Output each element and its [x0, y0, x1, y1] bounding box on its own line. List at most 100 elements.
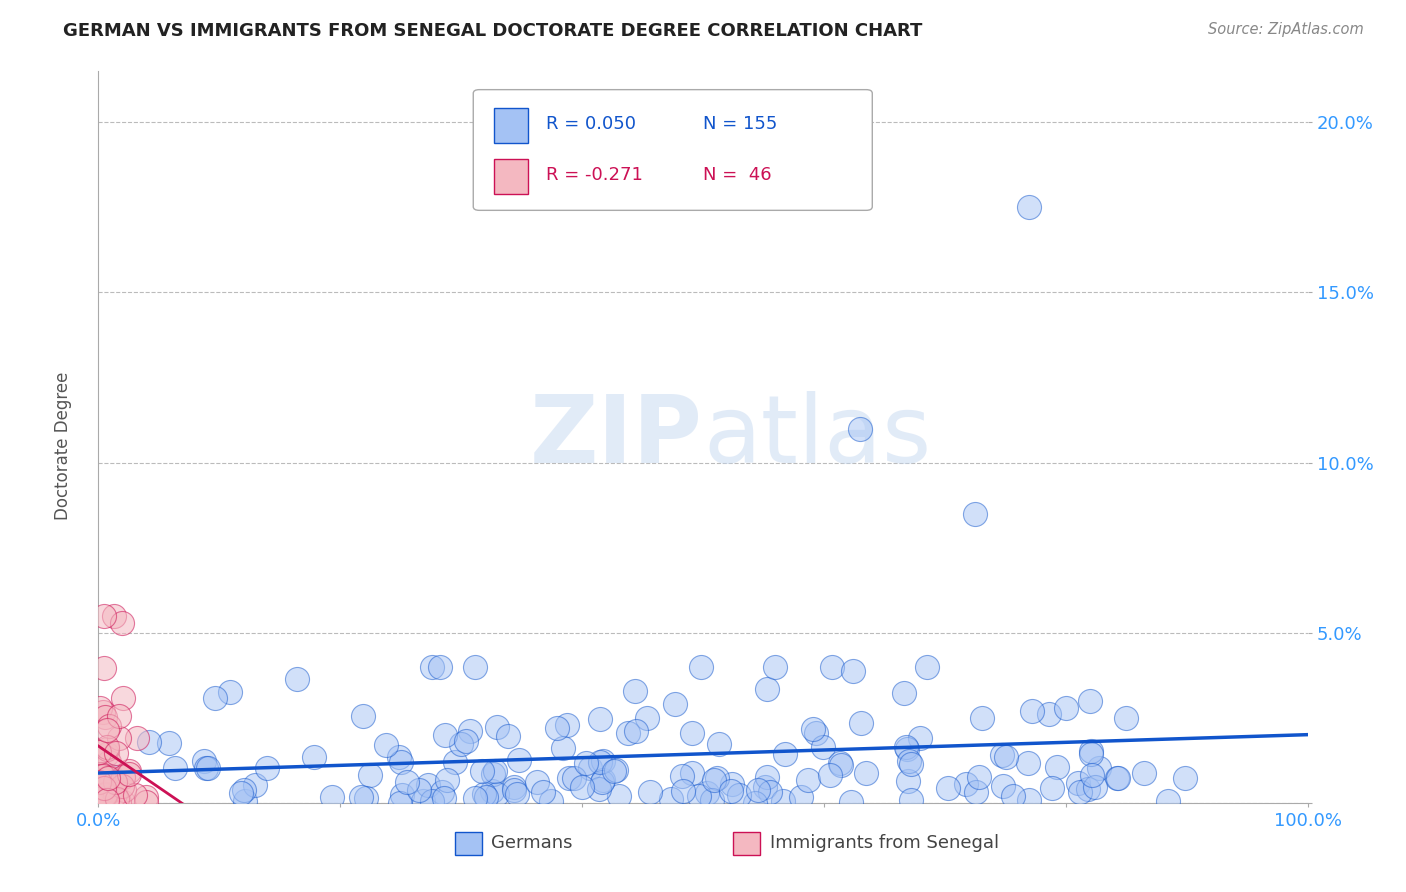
Point	[321, 789, 343, 804]
Point	[1002, 789, 1025, 804]
Point	[87, 746, 110, 760]
Point	[900, 793, 922, 807]
Point	[456, 734, 478, 748]
Point	[562, 771, 585, 785]
Point	[759, 785, 782, 799]
Point	[243, 779, 266, 793]
Point	[100, 771, 122, 785]
Point	[671, 769, 693, 783]
Point	[91, 793, 114, 807]
Point	[138, 735, 160, 749]
Point	[1174, 772, 1197, 786]
Point	[588, 781, 610, 796]
Text: N = 155: N = 155	[703, 115, 778, 133]
Point	[90, 767, 112, 781]
Point	[96, 740, 118, 755]
Point	[163, 761, 186, 775]
Point	[772, 794, 794, 808]
Point	[94, 788, 117, 802]
Point	[430, 785, 453, 799]
Point	[855, 766, 877, 780]
Point	[897, 754, 920, 768]
Point	[754, 780, 776, 794]
Point	[432, 790, 454, 805]
Point	[1084, 780, 1107, 795]
Point	[551, 741, 574, 756]
Point	[638, 785, 661, 799]
Point	[416, 778, 439, 792]
Point	[389, 755, 412, 769]
Point	[540, 794, 562, 808]
Point	[526, 775, 548, 789]
Point	[89, 700, 111, 714]
Point	[389, 796, 412, 810]
Text: atlas: atlas	[703, 391, 931, 483]
Point	[91, 705, 114, 719]
Point	[821, 659, 844, 673]
Point	[108, 709, 131, 723]
Point	[1069, 785, 1091, 799]
Point	[231, 786, 253, 800]
Point	[408, 783, 430, 797]
Point	[93, 608, 115, 623]
Point	[849, 716, 872, 731]
Point	[1081, 768, 1104, 782]
Point	[557, 717, 579, 731]
Point	[103, 608, 125, 623]
Point	[818, 768, 841, 782]
Point	[591, 775, 613, 789]
FancyBboxPatch shape	[494, 108, 527, 143]
Point	[458, 724, 481, 739]
Point	[801, 722, 824, 736]
Point	[828, 756, 851, 771]
Point	[624, 724, 647, 739]
Point	[1115, 711, 1137, 725]
Point	[1046, 759, 1069, 773]
Point	[412, 794, 434, 808]
FancyBboxPatch shape	[494, 159, 527, 194]
Point	[972, 711, 994, 725]
Point	[471, 764, 494, 778]
Point	[624, 684, 647, 698]
Point	[434, 728, 457, 742]
Point	[108, 796, 131, 810]
Point	[664, 697, 686, 711]
Point	[94, 788, 117, 802]
Point	[721, 777, 744, 791]
Point	[900, 757, 922, 772]
Point	[681, 765, 703, 780]
Point	[706, 771, 728, 785]
Point	[589, 755, 612, 769]
Point	[89, 775, 111, 789]
Point	[609, 789, 631, 803]
Point	[756, 770, 779, 784]
Point	[579, 761, 602, 775]
Text: N =  46: N = 46	[703, 166, 772, 185]
Point	[486, 720, 509, 734]
Text: Doctorate Degree: Doctorate Degree	[55, 372, 72, 520]
Point	[720, 783, 742, 797]
Point	[690, 659, 713, 673]
Point	[436, 773, 458, 788]
Point	[204, 690, 226, 705]
Point	[219, 685, 242, 699]
Point	[111, 615, 134, 630]
Point	[842, 665, 865, 679]
Point	[756, 681, 779, 696]
Point	[96, 792, 118, 806]
Point	[1132, 766, 1154, 780]
Point	[396, 775, 419, 789]
Point	[485, 787, 508, 801]
Point	[391, 788, 413, 802]
FancyBboxPatch shape	[456, 832, 482, 855]
Point	[1021, 704, 1043, 718]
Point	[571, 780, 593, 794]
Point	[813, 740, 835, 755]
Point	[420, 793, 443, 807]
Point	[100, 769, 122, 783]
Point	[484, 764, 506, 779]
Point	[1157, 794, 1180, 808]
Point	[125, 731, 148, 746]
Point	[472, 787, 495, 801]
Point	[1080, 747, 1102, 761]
